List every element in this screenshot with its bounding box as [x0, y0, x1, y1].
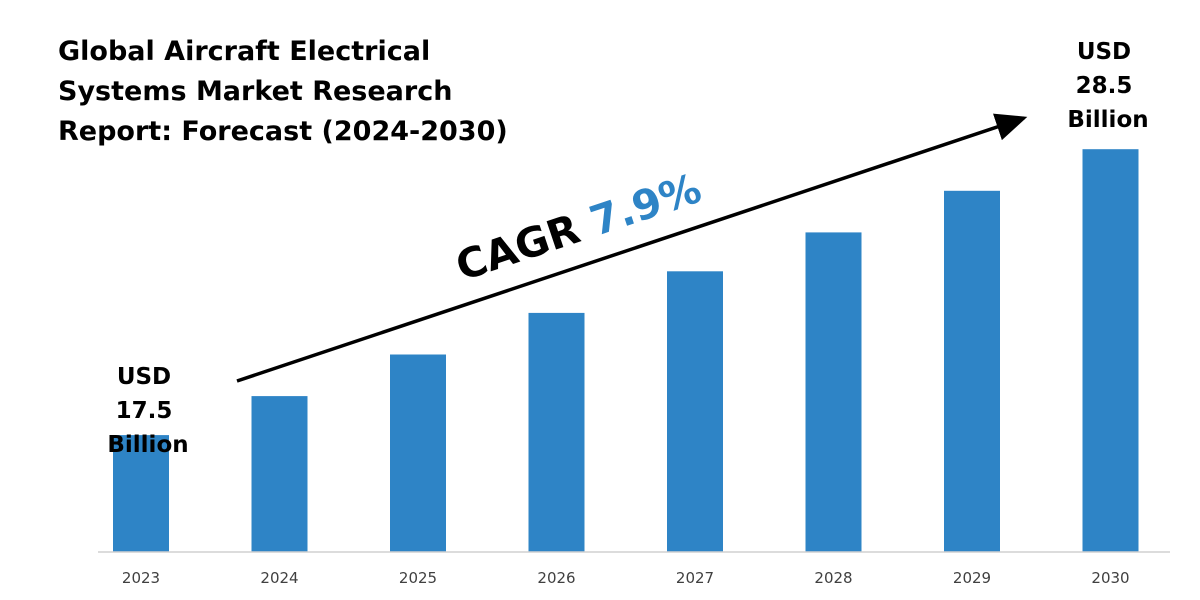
start-label-line-1: USD — [117, 364, 171, 390]
trend-arrow — [236, 113, 1028, 383]
bars-group — [113, 149, 1139, 553]
x-tick-label-2027: 2027 — [676, 569, 714, 587]
chart-title: Global Aircraft Electrical Systems Marke… — [58, 36, 508, 147]
bar-2025 — [390, 354, 446, 552]
x-tick-label-2024: 2024 — [260, 569, 298, 587]
end-value-label: USD 28.5 Billion — [1067, 39, 1148, 133]
x-tick-label-2025: 2025 — [399, 569, 437, 587]
start-label-line-2: 17.5 — [116, 398, 173, 424]
start-value-label: USD 17.5 Billion — [107, 364, 188, 458]
x-tick-label-2026: 2026 — [537, 569, 575, 587]
x-tick-label-2030: 2030 — [1091, 569, 1129, 587]
bar-2030 — [1082, 149, 1139, 552]
x-axis-ticks: 2023 2024 2025 2026 2027 2028 2029 2030 — [122, 569, 1130, 587]
bar-2028 — [805, 232, 862, 552]
title-line-1: Global Aircraft Electrical — [58, 36, 430, 67]
bar-2029 — [944, 190, 1000, 553]
cagr-value: 7.9% — [584, 164, 707, 246]
bar-2024 — [251, 396, 308, 552]
title-line-2: Systems Market Research — [58, 76, 452, 107]
start-label-line-3: Billion — [107, 432, 188, 458]
x-tick-label-2029: 2029 — [953, 569, 991, 587]
bar-2023 — [113, 435, 169, 552]
cagr-prefix: CAGR — [450, 200, 599, 290]
bar-2027 — [667, 271, 723, 552]
x-tick-label-2023: 2023 — [122, 569, 160, 587]
end-label-line-1: USD — [1077, 39, 1131, 65]
bar-2026 — [528, 312, 585, 552]
x-tick-label-2028: 2028 — [814, 569, 852, 587]
end-label-line-2: 28.5 — [1076, 73, 1133, 99]
title-line-3: Report: Forecast (2024-2030) — [58, 116, 508, 147]
end-label-line-3: Billion — [1067, 107, 1148, 133]
